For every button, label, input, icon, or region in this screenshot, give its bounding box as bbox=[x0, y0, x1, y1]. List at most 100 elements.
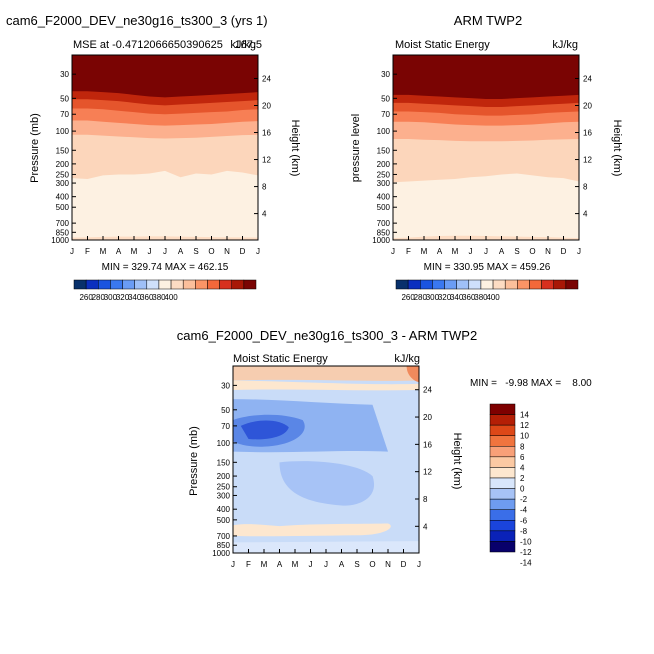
ytick-label-150: 150 bbox=[56, 146, 70, 155]
colorbar-swatch-4 bbox=[489, 446, 516, 458]
colorbar-swatch-3 bbox=[110, 279, 123, 290]
ytick-right-label-8: 8 bbox=[262, 183, 267, 192]
colorbar-swatch-6 bbox=[468, 279, 482, 290]
ytick-label-200: 200 bbox=[217, 472, 231, 481]
colorbar-swatch-10 bbox=[195, 279, 208, 290]
panel-diff-subtitle: Moist Static Energy bbox=[233, 353, 328, 365]
xtick-label-12: J bbox=[417, 560, 421, 569]
colorbar-swatch-0 bbox=[73, 279, 87, 290]
xtick-label-11: D bbox=[240, 247, 246, 256]
xtick-label-10: N bbox=[224, 247, 230, 256]
xtick-label-6: J bbox=[484, 247, 488, 256]
colorbar-label-10: -6 bbox=[520, 516, 528, 525]
panel-right: ARM TWP2 Moist Static Energy kJ/kg 30 50 7… bbox=[350, 13, 623, 302]
colorbar-label-5: 4 bbox=[520, 463, 525, 472]
ytick-right-label-24: 24 bbox=[423, 386, 432, 395]
colorbar-label-0: 14 bbox=[520, 411, 529, 420]
colorbar-label-12: -10 bbox=[520, 537, 532, 546]
ytick-label-850: 850 bbox=[217, 541, 231, 550]
panel-left-ylabel: Pressure (mb) bbox=[29, 113, 41, 183]
xtick-label-1: F bbox=[85, 247, 90, 256]
ytick-label-700: 700 bbox=[217, 532, 231, 541]
ytick-label-1000: 1000 bbox=[51, 236, 69, 245]
colorbar-swatch-9 bbox=[504, 279, 518, 290]
ytick-label-1000: 1000 bbox=[372, 236, 390, 245]
xtick-label-6: J bbox=[163, 247, 167, 256]
xtick-label-9: O bbox=[208, 247, 214, 256]
colorbar-label-2: 300 bbox=[104, 293, 118, 302]
panel-left-units: kJ/kg bbox=[230, 39, 256, 51]
colorbar-swatch-7 bbox=[158, 279, 172, 290]
colorbar-label-13: -12 bbox=[520, 548, 532, 557]
diff-blob-core bbox=[240, 420, 289, 440]
panel-left-subtitle: MSE at -0.4712066650390625 bbox=[73, 39, 223, 51]
colorbar-swatch-4 bbox=[122, 279, 135, 290]
diff-top-neutral bbox=[233, 380, 419, 391]
xtick-label-11: D bbox=[561, 247, 567, 256]
colorbar-swatch-13 bbox=[231, 279, 245, 290]
colorbar-label-4: 6 bbox=[520, 453, 525, 462]
panel-diff-ylabel-right: Height (km) bbox=[451, 433, 463, 490]
colorbar-swatch-12 bbox=[219, 279, 232, 290]
ytick-label-700: 700 bbox=[56, 219, 70, 228]
colorbar-label-11: -8 bbox=[520, 527, 528, 536]
ytick-label-850: 850 bbox=[377, 228, 391, 237]
colorbar-swatch-14 bbox=[243, 279, 257, 290]
panel-diff-minmax: MIN = -9.98 MAX = 8.00 bbox=[470, 378, 592, 389]
panel-left-ylabel-right: Height (km) bbox=[289, 120, 301, 177]
panel-diff-units: kJ/kg bbox=[394, 353, 420, 365]
xtick-label-11: D bbox=[401, 560, 407, 569]
colorbar-swatch-1 bbox=[407, 279, 421, 290]
xtick-label-2: M bbox=[100, 247, 107, 256]
ytick-label-300: 300 bbox=[377, 179, 391, 188]
colorbar-label-8: -2 bbox=[520, 495, 528, 504]
ytick-label-50: 50 bbox=[221, 406, 230, 415]
ytick-label-500: 500 bbox=[377, 203, 391, 212]
colorbar-label-7: 400 bbox=[164, 293, 178, 302]
ytick-label-70: 70 bbox=[381, 110, 390, 119]
colorbar-label-7: 400 bbox=[486, 293, 500, 302]
colorbar-swatch-11 bbox=[529, 279, 542, 290]
xtick-label-10: N bbox=[545, 247, 551, 256]
xtick-label-4: M bbox=[131, 247, 138, 256]
ytick-label-100: 100 bbox=[217, 439, 231, 448]
colorbar-swatch-7 bbox=[489, 477, 516, 489]
xtick-label-7: A bbox=[339, 560, 345, 569]
colorbar-label-0: 260 bbox=[401, 293, 415, 302]
xtick-label-9: O bbox=[369, 560, 375, 569]
colorbar-label-3: 320 bbox=[438, 293, 452, 302]
xtick-label-3: A bbox=[116, 247, 122, 256]
ytick-right-label-4: 4 bbox=[262, 210, 267, 219]
ytick-label-300: 300 bbox=[217, 491, 231, 500]
ytick-right-label-4: 4 bbox=[423, 522, 428, 531]
ytick-label-400: 400 bbox=[377, 193, 391, 202]
ytick-label-850: 850 bbox=[56, 228, 70, 237]
ytick-label-150: 150 bbox=[377, 146, 391, 155]
panel-right-subtitle: Moist Static Energy bbox=[395, 39, 490, 51]
colorbar-swatch-8 bbox=[492, 279, 506, 290]
colorbar-label-3: 320 bbox=[116, 293, 130, 302]
ytick-label-50: 50 bbox=[381, 94, 390, 103]
colorbar-label-1: 280 bbox=[414, 293, 428, 302]
colorbar-label-0: 260 bbox=[79, 293, 93, 302]
ytick-label-400: 400 bbox=[217, 505, 231, 514]
colorbar-swatch-6 bbox=[489, 467, 516, 479]
colorbar-label-14: -14 bbox=[520, 559, 532, 568]
ytick-right-label-16: 16 bbox=[583, 129, 592, 138]
ytick-label-500: 500 bbox=[217, 516, 231, 525]
ytick-right-label-12: 12 bbox=[583, 156, 592, 165]
ytick-label-250: 250 bbox=[217, 483, 231, 492]
ytick-right-label-16: 16 bbox=[423, 440, 432, 449]
xtick-label-5: J bbox=[469, 247, 473, 256]
xtick-label-8: S bbox=[193, 247, 198, 256]
colorbar-swatch-10 bbox=[517, 279, 530, 290]
panel-left-title: cam6_F2000_DEV_ne30g16_ts300_3 (yrs 1) bbox=[6, 13, 268, 28]
xtick-label-2: M bbox=[261, 560, 268, 569]
colorbar-label-6: 2 bbox=[520, 474, 525, 483]
ytick-label-70: 70 bbox=[221, 422, 230, 431]
colorbar-swatch-12 bbox=[489, 530, 516, 542]
colorbar-swatch-7 bbox=[480, 279, 494, 290]
xtick-label-0: J bbox=[70, 247, 74, 256]
